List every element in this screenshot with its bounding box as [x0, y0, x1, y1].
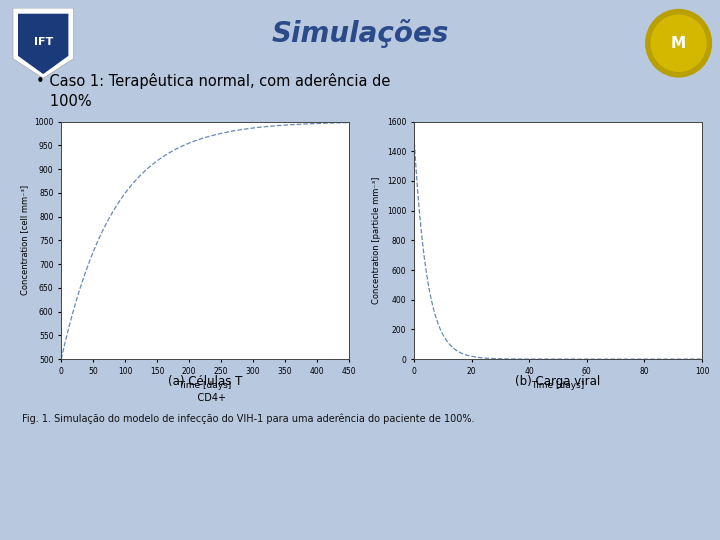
Polygon shape	[13, 8, 73, 78]
Y-axis label: Concentration [particle mm⁻³]: Concentration [particle mm⁻³]	[372, 177, 382, 304]
X-axis label: Time [days]: Time [days]	[531, 381, 585, 390]
Text: M: M	[671, 36, 686, 51]
Circle shape	[651, 15, 706, 71]
Text: CD4+: CD4+	[185, 393, 225, 403]
X-axis label: Time [days]: Time [days]	[179, 381, 232, 390]
Text: IFT: IFT	[34, 37, 53, 47]
Text: • Caso 1: Terapêutica normal, com aderência de: • Caso 1: Terapêutica normal, com aderên…	[36, 73, 390, 89]
Text: 100%: 100%	[36, 94, 91, 110]
Text: Simulações: Simulações	[271, 19, 449, 48]
Circle shape	[646, 10, 711, 77]
Text: (a) Células T: (a) Células T	[168, 375, 243, 388]
Text: (b) Carga viral: (b) Carga viral	[516, 375, 600, 388]
Polygon shape	[18, 14, 68, 74]
Text: Fig. 1. Simulação do modelo de infecção do VIH-1 para uma aderência do paciente : Fig. 1. Simulação do modelo de infecção …	[22, 413, 474, 423]
Y-axis label: Concentration [cell mm⁻³]: Concentration [cell mm⁻³]	[19, 185, 29, 295]
